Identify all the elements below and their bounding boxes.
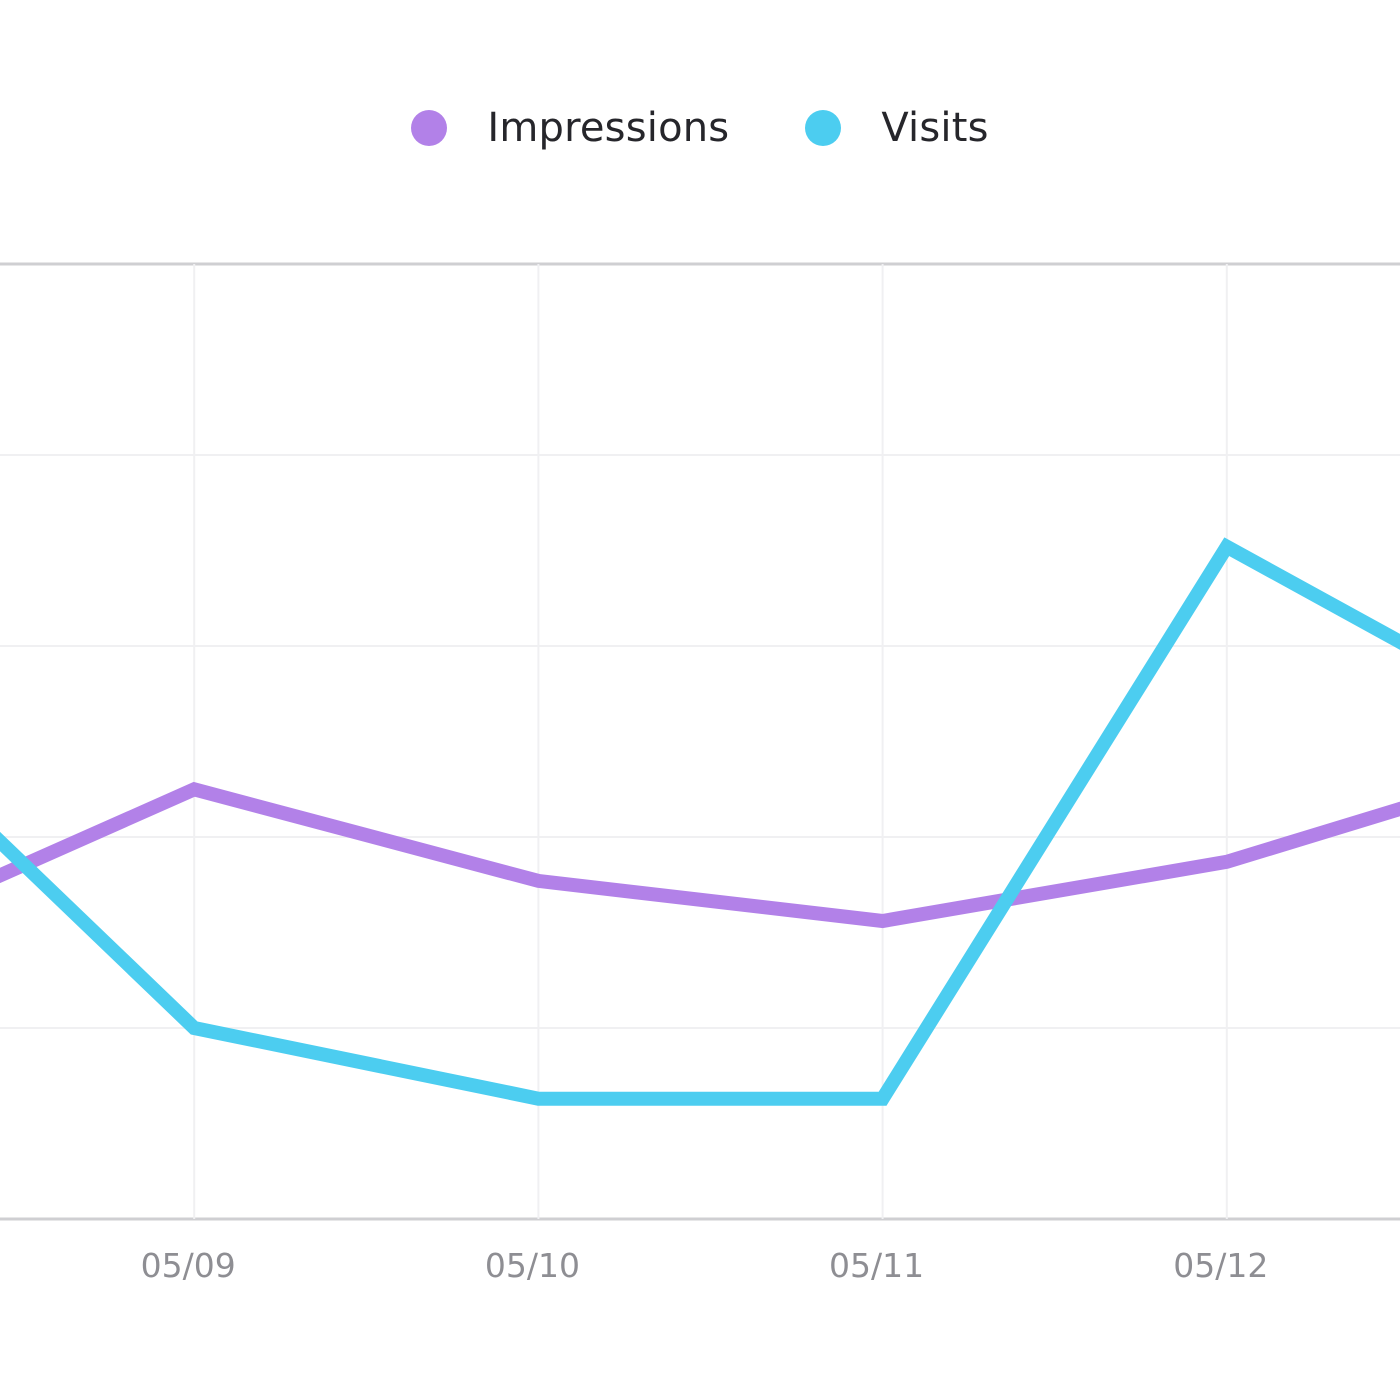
series-line-impressions (0, 781, 1400, 929)
x-tick-label: 05/10 (485, 1246, 580, 1285)
visits-swatch-icon (805, 110, 842, 146)
legend-label-impressions: Impressions (487, 105, 730, 151)
legend-item-visits[interactable]: Visits (805, 105, 988, 151)
x-tick-label: 05/12 (1173, 1246, 1268, 1285)
chart-legend: Impressions Visits (0, 96, 1400, 160)
legend-item-impressions[interactable]: Impressions (411, 105, 729, 151)
x-tick-label: 05/11 (829, 1246, 924, 1285)
x-tick-label: 05/09 (141, 1246, 236, 1285)
impressions-swatch-icon (411, 110, 448, 146)
series-line-visits (0, 537, 1400, 1106)
legend-label-visits: Visits (881, 105, 989, 151)
